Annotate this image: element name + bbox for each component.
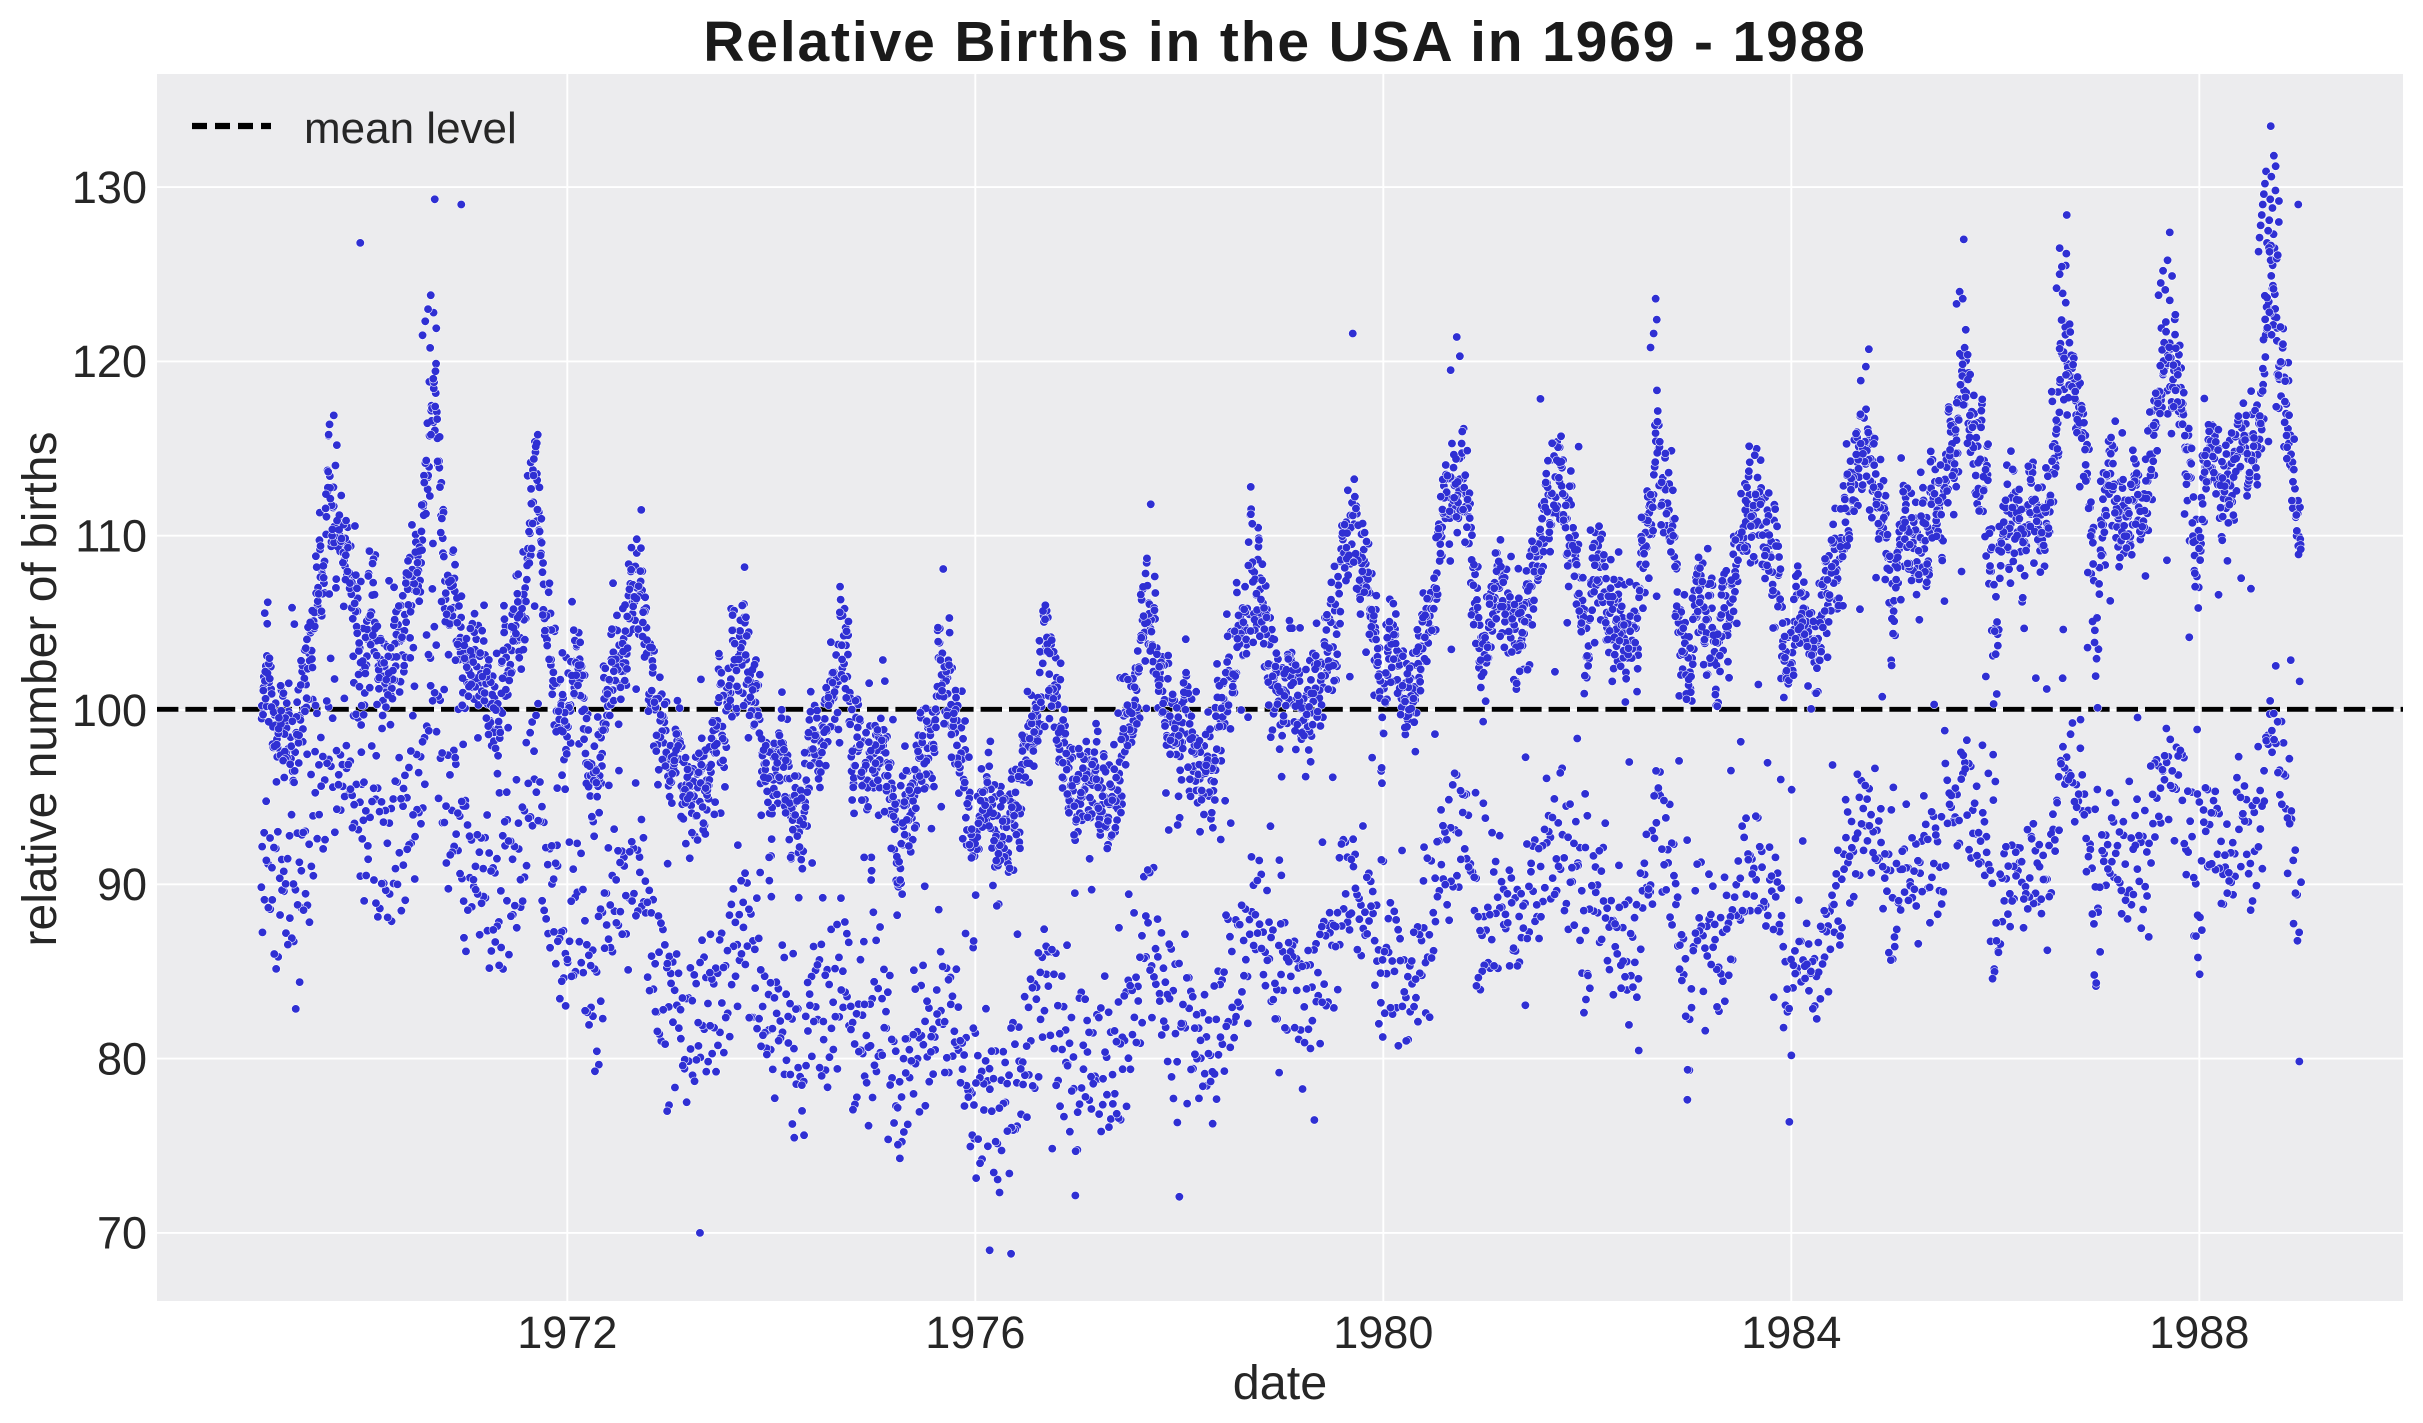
svg-text:mean level: mean level [304,104,517,153]
svg-text:relative number of births: relative number of births [14,432,67,947]
svg-text:1980: 1980 [1333,1307,1433,1358]
svg-text:100: 100 [72,685,147,736]
svg-text:90: 90 [97,859,147,910]
svg-text:1972: 1972 [517,1307,617,1358]
svg-text:70: 70 [97,1208,147,1259]
svg-text:Relative Births in the USA in: Relative Births in the USA in 1969 - 198… [703,10,1866,74]
svg-text:110: 110 [75,511,147,562]
svg-text:1976: 1976 [925,1307,1025,1358]
svg-text:1988: 1988 [2149,1307,2249,1358]
svg-text:1984: 1984 [1741,1307,1841,1358]
svg-text:130: 130 [72,162,147,213]
svg-text:80: 80 [97,1033,147,1084]
svg-text:date: date [1233,1356,1327,1410]
svg-text:120: 120 [72,336,147,387]
